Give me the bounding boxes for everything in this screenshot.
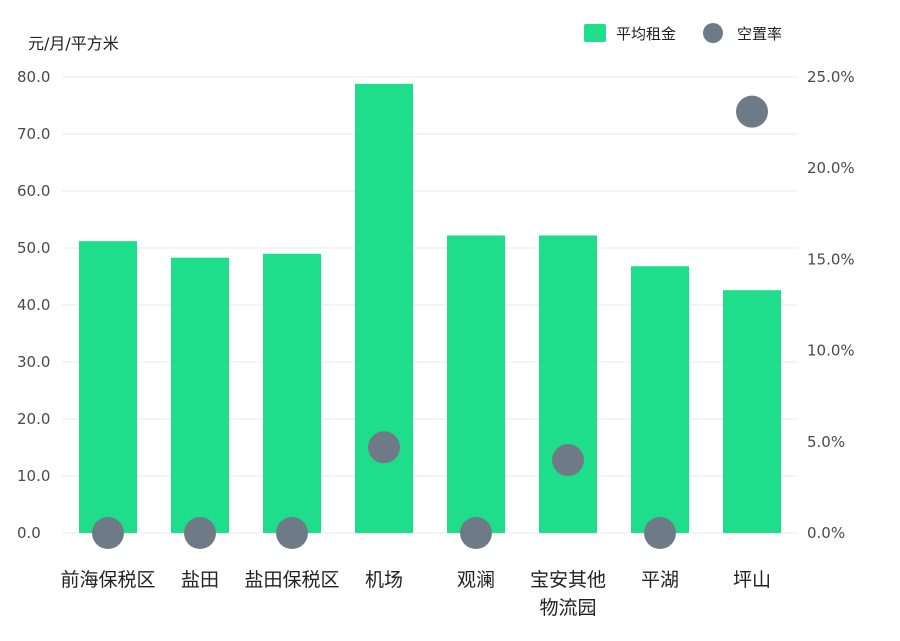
scatter-point[interactable]	[276, 517, 308, 549]
bar[interactable]	[723, 290, 781, 533]
scatter-point[interactable]	[92, 517, 124, 549]
x-tick-label: 宝安其他	[530, 569, 606, 591]
legend-swatch-rent	[584, 24, 606, 42]
bar[interactable]	[355, 83, 413, 533]
y-axis-left-ticks: 0.0 10.0 20.0 30.0 40.0 50.0 60.0 70.0 80.0	[17, 68, 50, 542]
y2-tick-label: 20.0%	[807, 159, 855, 177]
x-tick-label: 盐田	[181, 569, 219, 591]
bar[interactable]	[447, 235, 505, 533]
scatter-series	[92, 95, 768, 549]
bar[interactable]	[79, 241, 137, 533]
y-axis-right-ticks: 0.0% 5.0% 10.0% 15.0% 20.0% 25.0%	[807, 68, 855, 542]
y-tick-label: 10.0	[17, 467, 50, 485]
bar[interactable]	[539, 235, 597, 533]
scatter-point[interactable]	[644, 517, 676, 549]
x-tick-label: 观澜	[457, 569, 495, 591]
bar[interactable]	[263, 253, 321, 533]
y-tick-label: 30.0	[17, 353, 50, 371]
bar[interactable]	[631, 266, 689, 533]
legend-label-rent: 平均租金	[616, 25, 676, 43]
y-tick-label: 80.0	[17, 68, 50, 86]
bar-series	[79, 83, 781, 533]
scatter-point[interactable]	[552, 444, 584, 477]
bar[interactable]	[171, 257, 229, 533]
x-tick-label: 物流园	[539, 597, 596, 619]
y2-tick-label: 15.0%	[807, 250, 855, 268]
y-tick-label: 0.0	[17, 524, 41, 542]
y2-tick-label: 25.0%	[807, 68, 855, 86]
y2-tick-label: 5.0%	[807, 433, 845, 451]
y2-tick-label: 10.0%	[807, 342, 855, 360]
scatter-point[interactable]	[184, 517, 216, 549]
x-tick-label: 盐田保税区	[244, 569, 339, 591]
y-axis-unit-label: 元/月/平方米	[28, 34, 119, 53]
x-tick-label: 平湖	[641, 569, 679, 591]
x-tick-label: 坪山	[733, 569, 771, 591]
x-tick-label: 机场	[365, 569, 403, 591]
y-tick-label: 20.0	[17, 410, 50, 428]
legend-label-vacancy: 空置率	[737, 25, 782, 43]
legend-swatch-vacancy	[703, 23, 723, 43]
y-tick-label: 40.0	[17, 296, 50, 314]
legend[interactable]: 平均租金 空置率	[584, 23, 782, 43]
y2-tick-label: 0.0%	[807, 524, 845, 542]
scatter-point[interactable]	[736, 95, 768, 128]
x-tick-label: 前海保税区	[60, 569, 155, 591]
y-tick-label: 70.0	[17, 125, 50, 143]
scatter-point[interactable]	[368, 431, 400, 464]
y-tick-label: 60.0	[17, 182, 50, 200]
scatter-point[interactable]	[460, 517, 492, 549]
y-tick-label: 50.0	[17, 239, 50, 257]
